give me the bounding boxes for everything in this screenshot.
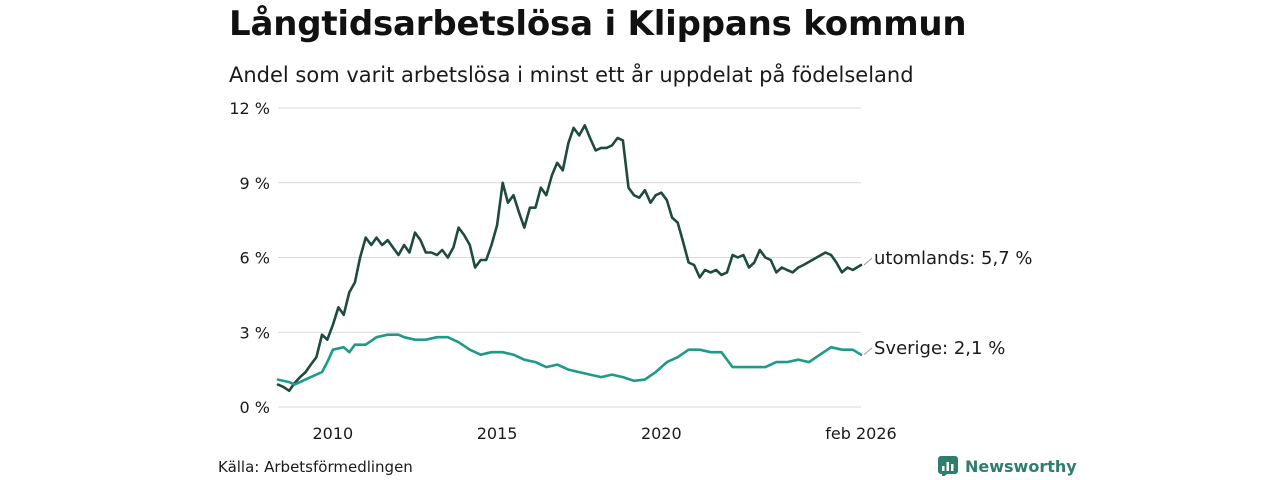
series-end-labels: utomlands: 5,7 % Sverige: 2,1 % (863, 248, 1033, 359)
end-label-connector (863, 347, 873, 356)
y-tick-label: 3 % (240, 323, 270, 342)
newsworthy-icon (938, 456, 958, 478)
brand-logo: Newsworthy (938, 456, 1077, 478)
series-lines (276, 124, 863, 393)
x-axis-ticks: 2010 2015 2020 feb 2026 (312, 424, 896, 443)
y-tick-label: 9 % (240, 174, 270, 193)
end-label-utomlands: utomlands: 5,7 % (874, 248, 1033, 269)
brand-name: Newsworthy (965, 456, 1077, 476)
end-label-sverige: Sverige: 2,1 % (874, 338, 1005, 359)
y-tick-label: 6 % (240, 249, 270, 268)
chart-subtitle: Andel som varit arbetslösa i minst ett å… (229, 63, 914, 87)
series-line-utomlands (276, 124, 863, 393)
y-tick-label: 0 % (240, 398, 270, 417)
series-line-sverige (276, 333, 863, 386)
source-note: Källa: Arbetsförmedlingen (218, 458, 413, 476)
x-tick-label: 2010 (312, 424, 353, 443)
x-tick-label: 2015 (477, 424, 518, 443)
end-label-connector (863, 257, 873, 266)
y-axis-ticks: 0 % 3 % 6 % 9 % 12 % (229, 99, 270, 417)
chart-title: Långtidsarbetslösa i Klippans kommun (229, 4, 967, 44)
y-tick-label: 12 % (229, 99, 270, 118)
x-tick-label: 2020 (641, 424, 682, 443)
x-tick-label: feb 2026 (825, 424, 896, 443)
